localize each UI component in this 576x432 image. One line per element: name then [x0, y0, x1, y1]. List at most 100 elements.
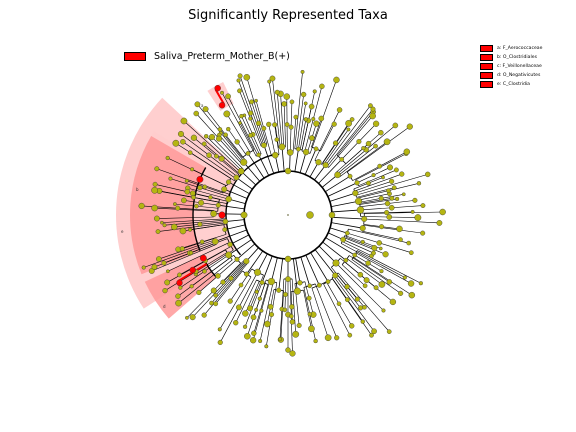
leaf-node: [254, 98, 258, 103]
leaf-line: [219, 134, 244, 163]
leaf-node: [398, 237, 403, 242]
branch-node: [237, 167, 245, 175]
leaf-line: [351, 259, 401, 294]
leaf-line: [235, 279, 257, 323]
leaf-node: [155, 229, 161, 234]
leaf-node: [264, 344, 269, 349]
leaf-line: [154, 207, 218, 212]
inner-node: [238, 282, 244, 288]
inner-node: [210, 287, 217, 294]
leaf-line: [246, 77, 268, 145]
leaf-line: [298, 103, 306, 150]
leaf-node: [373, 143, 378, 149]
clade-legend-text: d: O_Negativicutes: [497, 73, 541, 78]
leaf-line: [311, 118, 322, 148]
inner-node: [282, 292, 288, 297]
clade-swatch: [480, 54, 493, 61]
leaf-node: [203, 134, 209, 139]
leaf-node: [180, 117, 188, 125]
leaf-node: [378, 281, 386, 288]
leaf-line: [303, 290, 312, 329]
figure-title: Significantly Represented Taxa: [188, 8, 388, 23]
leaf-node: [289, 319, 296, 325]
branch-node: [354, 180, 360, 186]
leaf-node: [313, 120, 320, 127]
sector-letters: e b d a: [121, 103, 204, 309]
branch-line: [305, 255, 320, 286]
inner-node: [197, 221, 203, 227]
leaf-node: [189, 284, 194, 289]
branch-node: [315, 159, 322, 166]
leaf-node: [414, 214, 422, 221]
leaf-node: [181, 197, 187, 204]
leaf-node: [354, 296, 360, 302]
leaf-line: [154, 189, 219, 203]
leaf-line: [182, 141, 236, 179]
leaf-line: [314, 109, 340, 161]
leaf-node: [208, 133, 216, 141]
leaf-node: [293, 114, 299, 120]
leaf-node: [243, 74, 251, 81]
inner-node: [386, 188, 391, 193]
branch-node: [285, 276, 291, 282]
leaf-node: [289, 99, 295, 105]
leaf-node: [242, 324, 248, 329]
inner-node: [254, 307, 259, 312]
branch-line: [325, 175, 351, 193]
leaf-node: [312, 89, 317, 94]
leaf-node: [396, 225, 403, 233]
inner-node: [344, 297, 350, 303]
leaf-node: [239, 113, 244, 119]
significant-node-a2: [214, 84, 221, 92]
branch-line: [246, 250, 264, 275]
inner-node: [198, 199, 205, 206]
leaf-line: [211, 136, 244, 170]
branch-node: [211, 238, 219, 245]
leaf-node: [258, 338, 263, 344]
sector-letter-a: a: [201, 103, 204, 108]
leaf-line: [151, 244, 217, 272]
clade-legend-text: c: F_Veillonellaceae: [497, 64, 542, 69]
leaf-node: [371, 244, 378, 251]
leaf-line: [205, 136, 243, 171]
clade-legend-text: e: C_Clostridia: [497, 82, 530, 87]
significant-node-e: [218, 211, 226, 219]
leaf-node: [383, 138, 391, 146]
clade-e-arc: [225, 153, 278, 256]
leaf-node: [370, 106, 376, 112]
leaf-line: [178, 259, 233, 304]
leaf-node: [236, 78, 241, 83]
branch-node: [254, 268, 262, 276]
leaf-node: [336, 107, 343, 113]
leaf-node: [162, 288, 168, 294]
leaf-line: [215, 270, 243, 304]
leaf-node: [333, 76, 340, 84]
leaf-node: [386, 279, 393, 285]
leaf-line: [337, 111, 374, 156]
leaf-line: [272, 78, 281, 148]
sector-letter-e: e: [121, 229, 124, 234]
inner-node: [202, 269, 207, 274]
leaf-node: [303, 117, 309, 122]
branch-line: [263, 145, 275, 174]
leaf-node: [151, 264, 158, 270]
inner-node: [191, 194, 196, 200]
leaf-node: [194, 101, 201, 108]
leaf-node: [398, 290, 404, 296]
leaf-line: [167, 157, 226, 186]
leaf-node: [217, 327, 222, 332]
leaf-line: [355, 174, 428, 196]
inner-node: [357, 271, 364, 278]
leaf-line: [353, 257, 412, 296]
leaf-node: [141, 265, 146, 270]
leaf-node: [274, 89, 280, 95]
inner-node: [388, 204, 395, 211]
leaf-line: [222, 259, 245, 283]
leaf-node: [308, 325, 315, 333]
inner-node: [188, 250, 194, 255]
branch-line: [321, 174, 338, 188]
leaf-node: [412, 197, 418, 203]
leaf-line: [156, 216, 214, 219]
branch-node: [222, 227, 228, 233]
leaf-node: [308, 103, 315, 110]
